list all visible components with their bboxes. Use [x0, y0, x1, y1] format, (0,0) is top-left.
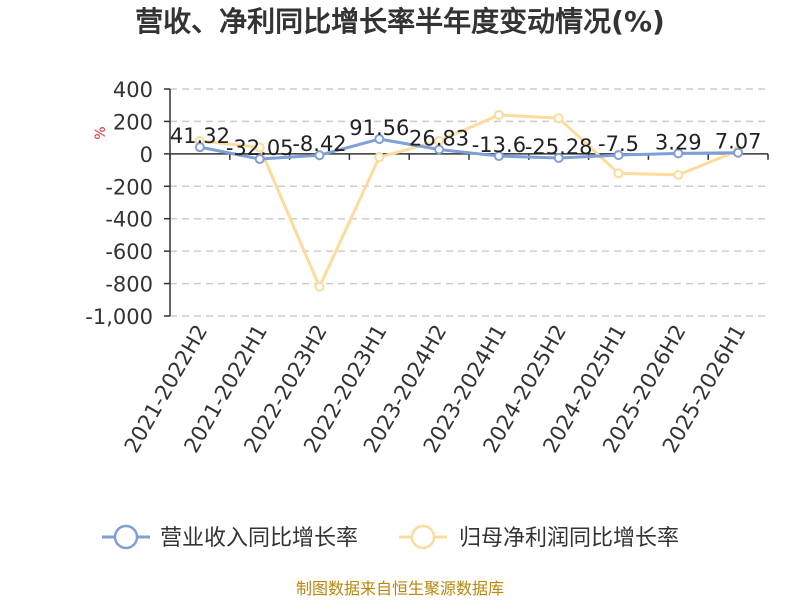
series-point: [493, 151, 504, 162]
series-point: [374, 134, 385, 145]
series-point: [493, 109, 504, 120]
series-point: [314, 281, 325, 292]
series-point: [613, 150, 624, 161]
data-label: -13.6: [472, 133, 526, 157]
chart-title: 营收、净利同比增长率半年度变动情况(%): [135, 5, 665, 38]
data-label: 7.07: [715, 130, 762, 154]
series-point: [194, 142, 205, 153]
legend-label: 营业收入同比增长率: [160, 526, 358, 551]
source-note: 制图数据来自恒生聚源数据库: [296, 579, 504, 598]
data-label: -25.28: [525, 135, 593, 159]
y-tick-label: 0: [140, 143, 153, 167]
series-layer: [194, 109, 744, 292]
series-point: [434, 144, 445, 155]
y-tick-label: -1,000: [85, 305, 153, 329]
y-tick-label: 400: [113, 78, 153, 102]
series-point: [673, 169, 684, 180]
series-point: [733, 147, 744, 158]
series-point: [553, 113, 564, 124]
series-point: [254, 142, 265, 153]
series-point: [254, 154, 265, 165]
data-label: 91.56: [349, 116, 409, 140]
series-point: [314, 150, 325, 161]
series-point: [613, 168, 624, 179]
legend-label: 归母净利润同比增长率: [459, 526, 679, 551]
data-label: -7.5: [598, 132, 639, 156]
y-tick-label: -400: [105, 208, 153, 232]
y-tick-label: 200: [113, 110, 153, 134]
legend: 营业收入同比增长率 归母净利润同比增长率: [102, 524, 679, 551]
y-tick-label: -800: [105, 273, 153, 297]
series-line: [199, 137, 739, 161]
data-label: 26.83: [409, 127, 469, 151]
legend-marker: [410, 524, 436, 550]
y-tick-label: -600: [105, 240, 153, 264]
series-line: [199, 113, 739, 289]
data-label: -32.05: [226, 136, 294, 160]
series-point: [374, 152, 385, 163]
data-label: 3.29: [655, 130, 702, 154]
series-point: [553, 152, 564, 163]
grid-layer: [170, 88, 768, 317]
y-tick-label: -200: [105, 175, 153, 199]
data-label: -8.42: [292, 132, 346, 156]
legend-marker: [113, 524, 139, 550]
series-point: [673, 148, 684, 159]
y-axis-unit: %: [93, 126, 109, 139]
data-label: 41.32: [170, 124, 230, 148]
